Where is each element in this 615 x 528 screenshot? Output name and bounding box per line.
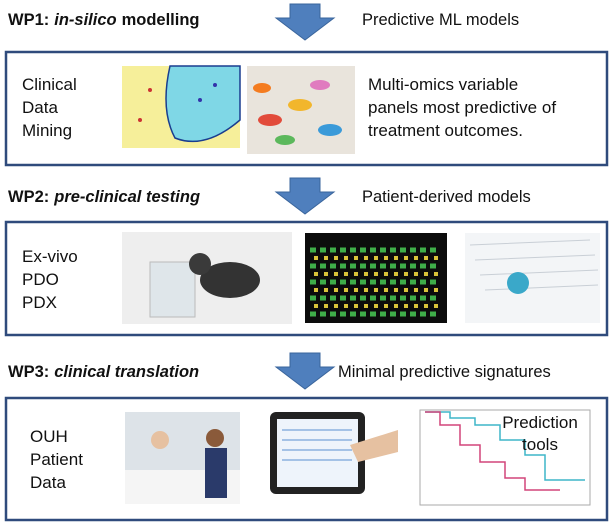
tablet-image [270, 412, 398, 494]
heading-label: WP2: [8, 188, 49, 206]
section-output: Minimal predictive signatures [338, 363, 551, 381]
hospital-image [125, 412, 240, 504]
right-text: tools [522, 435, 558, 454]
mouse-image [122, 232, 292, 324]
heading-emphasis: clinical translation [54, 363, 199, 381]
classifier-plot [122, 65, 241, 148]
left-text: Patient [30, 450, 83, 469]
right-text: Multi-omics variable [368, 75, 518, 94]
heading-emphasis: in-silico [54, 11, 116, 29]
heading-label: WP1: [8, 11, 49, 29]
left-text: Mining [22, 121, 72, 140]
dna-sequence-image [305, 233, 447, 323]
heading-label: WP3: [8, 363, 49, 381]
section-output: Predictive ML models [362, 11, 519, 29]
well-plate-image [465, 233, 600, 323]
left-text: Data [22, 98, 58, 117]
left-text: PDO [22, 270, 59, 289]
section-heading: WP1: in-silico modelling [8, 11, 200, 29]
heading-emphasis: pre-clinical testing [53, 188, 200, 206]
left-text: OUH [30, 427, 68, 446]
right-text: treatment outcomes. [368, 121, 523, 140]
right-text: panels most predictive of [368, 98, 556, 117]
flow-arrow [274, 177, 336, 215]
left-text: Ex-vivo [22, 247, 78, 266]
left-text: Clinical [22, 75, 77, 94]
left-text: PDX [22, 293, 57, 312]
flow-arrow [274, 352, 336, 390]
section-heading: WP3: clinical translation [8, 363, 199, 381]
section-heading: WP2: pre-clinical testing [8, 188, 200, 206]
left-text: Data [30, 473, 66, 492]
flow-arrow [274, 3, 336, 41]
heading-rest: modelling [122, 11, 200, 29]
survival-plot [419, 409, 591, 506]
section-output: Patient-derived models [362, 188, 531, 206]
pills-image [247, 66, 355, 154]
right-text: Prediction [502, 413, 578, 432]
